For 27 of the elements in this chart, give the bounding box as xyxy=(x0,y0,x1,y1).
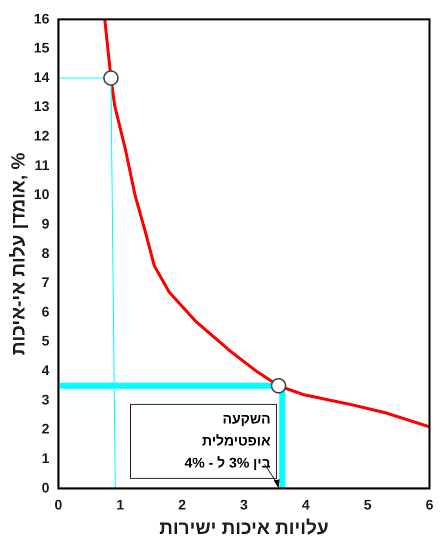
x-tick-label: 2 xyxy=(178,496,186,513)
y-tick-label: 16 xyxy=(34,10,50,26)
x-tick-label: 4 xyxy=(302,496,310,513)
y-tick-label: 3 xyxy=(42,391,50,408)
y-tick-label: 8 xyxy=(42,244,50,261)
y-tick-label: 13 xyxy=(34,98,50,114)
y-tick-label: 15 xyxy=(34,40,50,56)
x-axis-title: עלויות איכות ישירות xyxy=(159,518,329,539)
y-tick-label: 10 xyxy=(34,186,50,202)
x-tick-label: 6 xyxy=(426,496,434,513)
y-tick-label: 11 xyxy=(34,156,50,173)
y-tick-label: 12 xyxy=(34,128,50,144)
x-tick-label: 3 xyxy=(240,496,248,513)
y-tick-label: 5 xyxy=(42,332,50,349)
y-tick-label: 1 xyxy=(42,450,50,466)
x-tick-label: 1 xyxy=(116,496,124,513)
x-tick-label: 5 xyxy=(364,496,372,513)
y-tick-label: 2 xyxy=(42,420,50,437)
y-tick-label: 6 xyxy=(42,303,50,320)
y-tick-label: 4 xyxy=(42,362,50,378)
y-tick-label: 9 xyxy=(42,215,50,232)
y-tick-label: 0 xyxy=(42,479,50,496)
x-tick-label: 0 xyxy=(54,496,62,513)
y-tick-label: 7 xyxy=(42,274,50,290)
y-tick-label: 14 xyxy=(34,68,50,85)
annotation: השקעה אופטימלית בין 3% ל - 4% xyxy=(184,410,272,470)
y-axis-title: אומדן עלות אי-איכות, % xyxy=(8,152,30,356)
